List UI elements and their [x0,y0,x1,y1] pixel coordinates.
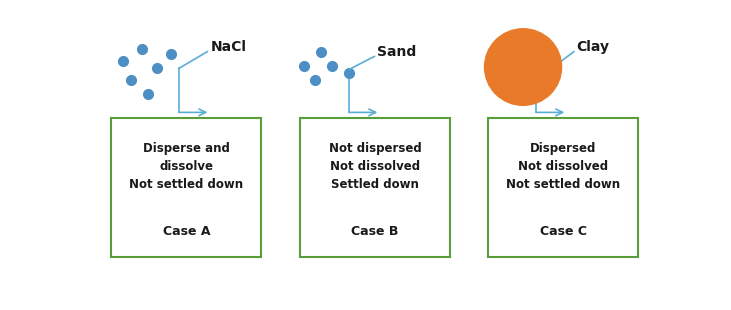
Bar [488,118,638,257]
Text: Dispersed
Not dissolved
Not settled down: Dispersed Not dissolved Not settled down [506,142,620,191]
Text: Clay: Clay [576,40,609,54]
Text: Not dispersed
Not dissolved
Settled down: Not dispersed Not dissolved Settled down [328,142,421,191]
Text: Sand: Sand [377,45,417,59]
Bar [300,118,450,257]
Text: Case A: Case A [162,225,210,238]
Text: Case C: Case C [539,225,586,238]
Text: Case B: Case B [351,225,398,238]
Bar [111,118,262,257]
Text: Disperse and
dissolve
Not settled down: Disperse and dissolve Not settled down [129,142,243,191]
Text: NaCl: NaCl [211,40,246,54]
Ellipse shape [485,29,561,105]
